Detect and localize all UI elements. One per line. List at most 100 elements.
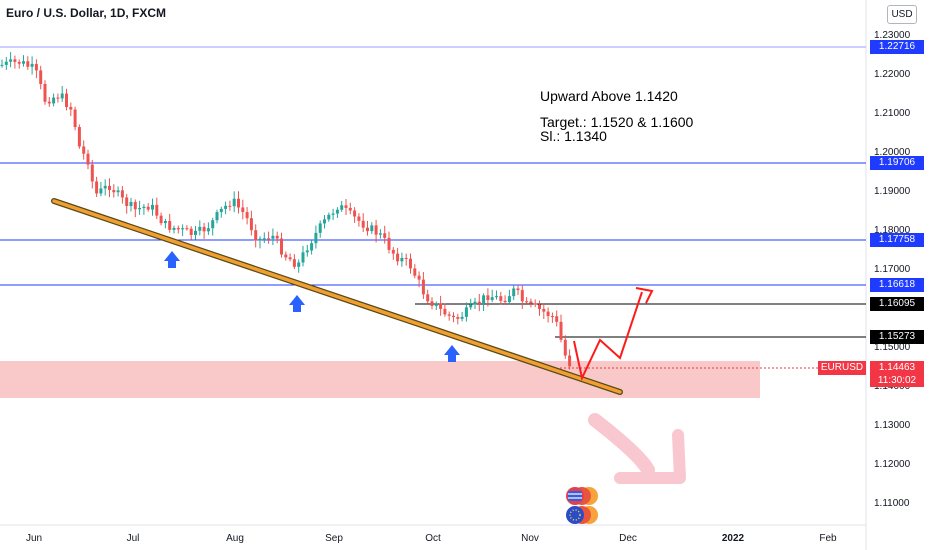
candle-body	[202, 226, 206, 232]
candle-body	[189, 228, 193, 235]
level-label: 1.15273	[870, 330, 924, 344]
candle-body	[0, 64, 4, 66]
candle-body	[129, 201, 133, 206]
candle-body	[120, 190, 124, 198]
candle-body	[30, 63, 34, 67]
candle-body	[241, 207, 245, 213]
candle-body	[533, 303, 537, 305]
candle-body	[370, 225, 374, 232]
time-tick: Jul	[126, 533, 140, 544]
price-tick: 1.21000	[874, 108, 911, 119]
candle-body	[490, 297, 494, 301]
candle-body	[245, 212, 249, 219]
candle-body	[69, 106, 73, 110]
candle-body	[146, 206, 150, 210]
current-price-tag: 1.14463 11:30:02	[870, 361, 924, 387]
arrow-up-icon	[164, 251, 460, 362]
candle-body	[249, 218, 253, 231]
annotation-line-3: Sl.: 1.1340	[540, 128, 607, 144]
candle-body	[142, 206, 146, 209]
level-label: 1.19706	[870, 156, 924, 170]
symbol-tag: EURUSD	[818, 361, 866, 375]
time-tick: Feb	[819, 533, 837, 544]
candle-body	[116, 190, 120, 193]
candle-body	[443, 308, 447, 315]
candle-body	[56, 97, 60, 99]
economic-events-icon	[566, 487, 598, 524]
time-tick: Jun	[25, 533, 43, 544]
time-tick: Sep	[325, 533, 343, 544]
trendline	[51, 198, 623, 395]
level-label: 1.16618	[870, 278, 924, 292]
time-tick: 2022	[721, 533, 745, 544]
candle-body	[108, 185, 111, 191]
candle-body	[353, 210, 357, 217]
candle-body	[292, 259, 296, 267]
chart-title: Euro / U.S. Dollar, 1D, FXCM	[6, 6, 167, 20]
price-tick: 1.23000	[874, 30, 911, 41]
candle-body	[409, 258, 412, 269]
candle-body	[86, 153, 90, 165]
candle-body	[331, 213, 335, 215]
price-tick: 1.13000	[874, 420, 911, 431]
candle-body	[482, 295, 486, 304]
candle-body	[172, 227, 176, 230]
candle-body	[163, 220, 167, 224]
candle-body	[520, 290, 524, 302]
candle-body	[391, 249, 395, 254]
time-tick: Dec	[619, 533, 637, 544]
candle-body	[258, 238, 262, 241]
candle-body	[503, 300, 507, 303]
candle-body	[95, 181, 99, 194]
candle-body	[103, 185, 107, 189]
candle-body	[73, 109, 77, 128]
candle-body	[65, 93, 68, 107]
candle-body	[211, 220, 215, 229]
candle-body	[271, 235, 275, 239]
level-label: 1.22716	[870, 40, 924, 54]
candle-body	[563, 339, 567, 356]
annotation-line-1: Upward Above 1.1420	[540, 88, 678, 104]
candle-body	[452, 315, 455, 318]
candle-body	[224, 205, 228, 209]
candle-body	[525, 301, 529, 303]
candle-body	[176, 227, 180, 230]
candle-body	[378, 233, 382, 235]
candle-body	[168, 220, 172, 230]
candle-body	[77, 127, 81, 147]
candle-body	[159, 215, 163, 224]
currency-button[interactable]: USD	[887, 5, 917, 24]
candle-body	[335, 209, 339, 214]
current-price: 1.14463	[878, 362, 916, 373]
price-tick: 1.22000	[874, 69, 911, 80]
candle-body	[280, 238, 283, 255]
candle-body	[366, 227, 369, 232]
candle-body	[13, 59, 17, 62]
candle-body	[374, 225, 378, 235]
candle-body	[417, 275, 421, 280]
candle-body	[267, 238, 271, 240]
price-tick: 1.20000	[874, 147, 911, 158]
price-tick: 1.17000	[874, 264, 911, 275]
candle-body	[90, 164, 94, 182]
candle-body	[155, 204, 159, 216]
candle-body	[439, 303, 443, 309]
candle-body	[4, 61, 8, 65]
candle-body	[361, 220, 365, 228]
candle-body	[550, 316, 554, 318]
candle-body	[323, 219, 326, 224]
candle-body	[426, 294, 430, 302]
candle-body	[133, 201, 137, 210]
candle-body	[215, 212, 219, 221]
candle-body	[447, 314, 451, 316]
candle-body	[499, 296, 503, 301]
candle-body	[232, 198, 236, 207]
candle-body	[413, 268, 417, 276]
price-tick: 1.19000	[874, 186, 911, 197]
candle-body	[559, 321, 563, 340]
candle-body	[327, 214, 331, 220]
candle-body	[297, 262, 301, 267]
candle-body	[99, 188, 103, 194]
time-tick: Nov	[521, 533, 539, 544]
